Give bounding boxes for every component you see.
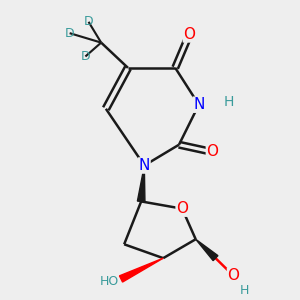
Text: O: O [176, 201, 188, 216]
Text: H: H [224, 95, 234, 110]
Text: N: N [193, 97, 205, 112]
Text: D: D [81, 50, 90, 63]
Text: N: N [139, 158, 150, 173]
Text: H: H [240, 284, 249, 297]
Text: O: O [183, 27, 195, 42]
Polygon shape [119, 258, 163, 282]
Text: D: D [65, 27, 74, 40]
Text: O: O [206, 145, 218, 160]
Text: HO: HO [100, 275, 119, 288]
Polygon shape [137, 166, 145, 202]
Polygon shape [196, 239, 218, 261]
Text: D: D [84, 15, 93, 28]
Text: O: O [227, 268, 239, 283]
